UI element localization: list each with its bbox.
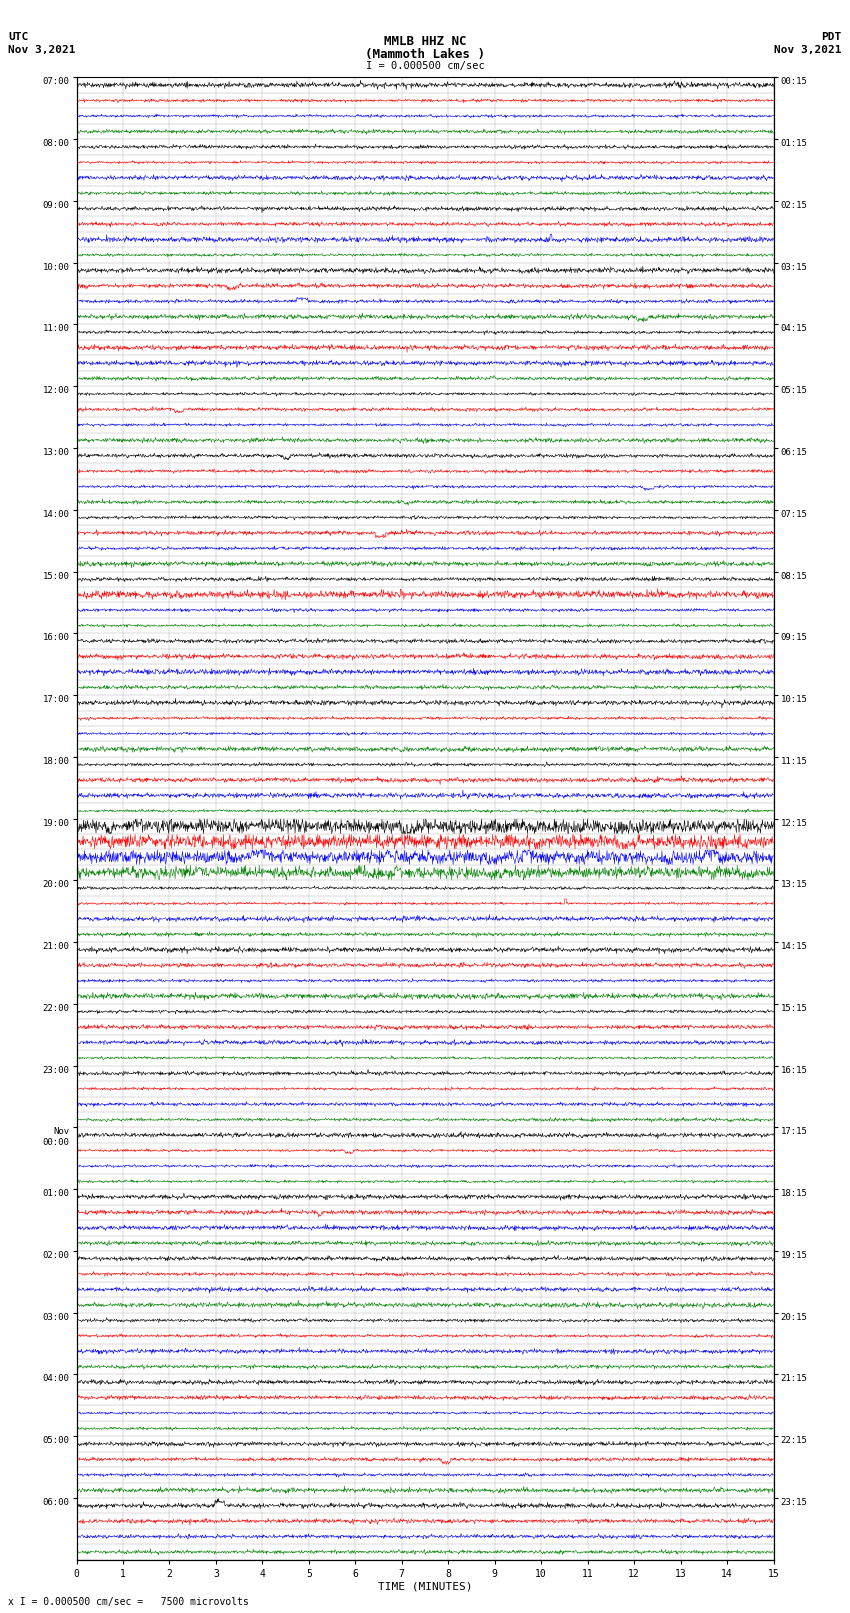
- Text: x I = 0.000500 cm/sec =   7500 microvolts: x I = 0.000500 cm/sec = 7500 microvolts: [8, 1597, 249, 1607]
- Text: I = 0.000500 cm/sec: I = 0.000500 cm/sec: [366, 61, 484, 71]
- Text: Nov 3,2021: Nov 3,2021: [774, 45, 842, 55]
- Text: MMLB HHZ NC: MMLB HHZ NC: [383, 35, 467, 48]
- Text: (Mammoth Lakes ): (Mammoth Lakes ): [365, 48, 485, 61]
- X-axis label: TIME (MINUTES): TIME (MINUTES): [377, 1582, 473, 1592]
- Text: Nov 3,2021: Nov 3,2021: [8, 45, 76, 55]
- Text: PDT: PDT: [821, 32, 842, 42]
- Text: UTC: UTC: [8, 32, 29, 42]
